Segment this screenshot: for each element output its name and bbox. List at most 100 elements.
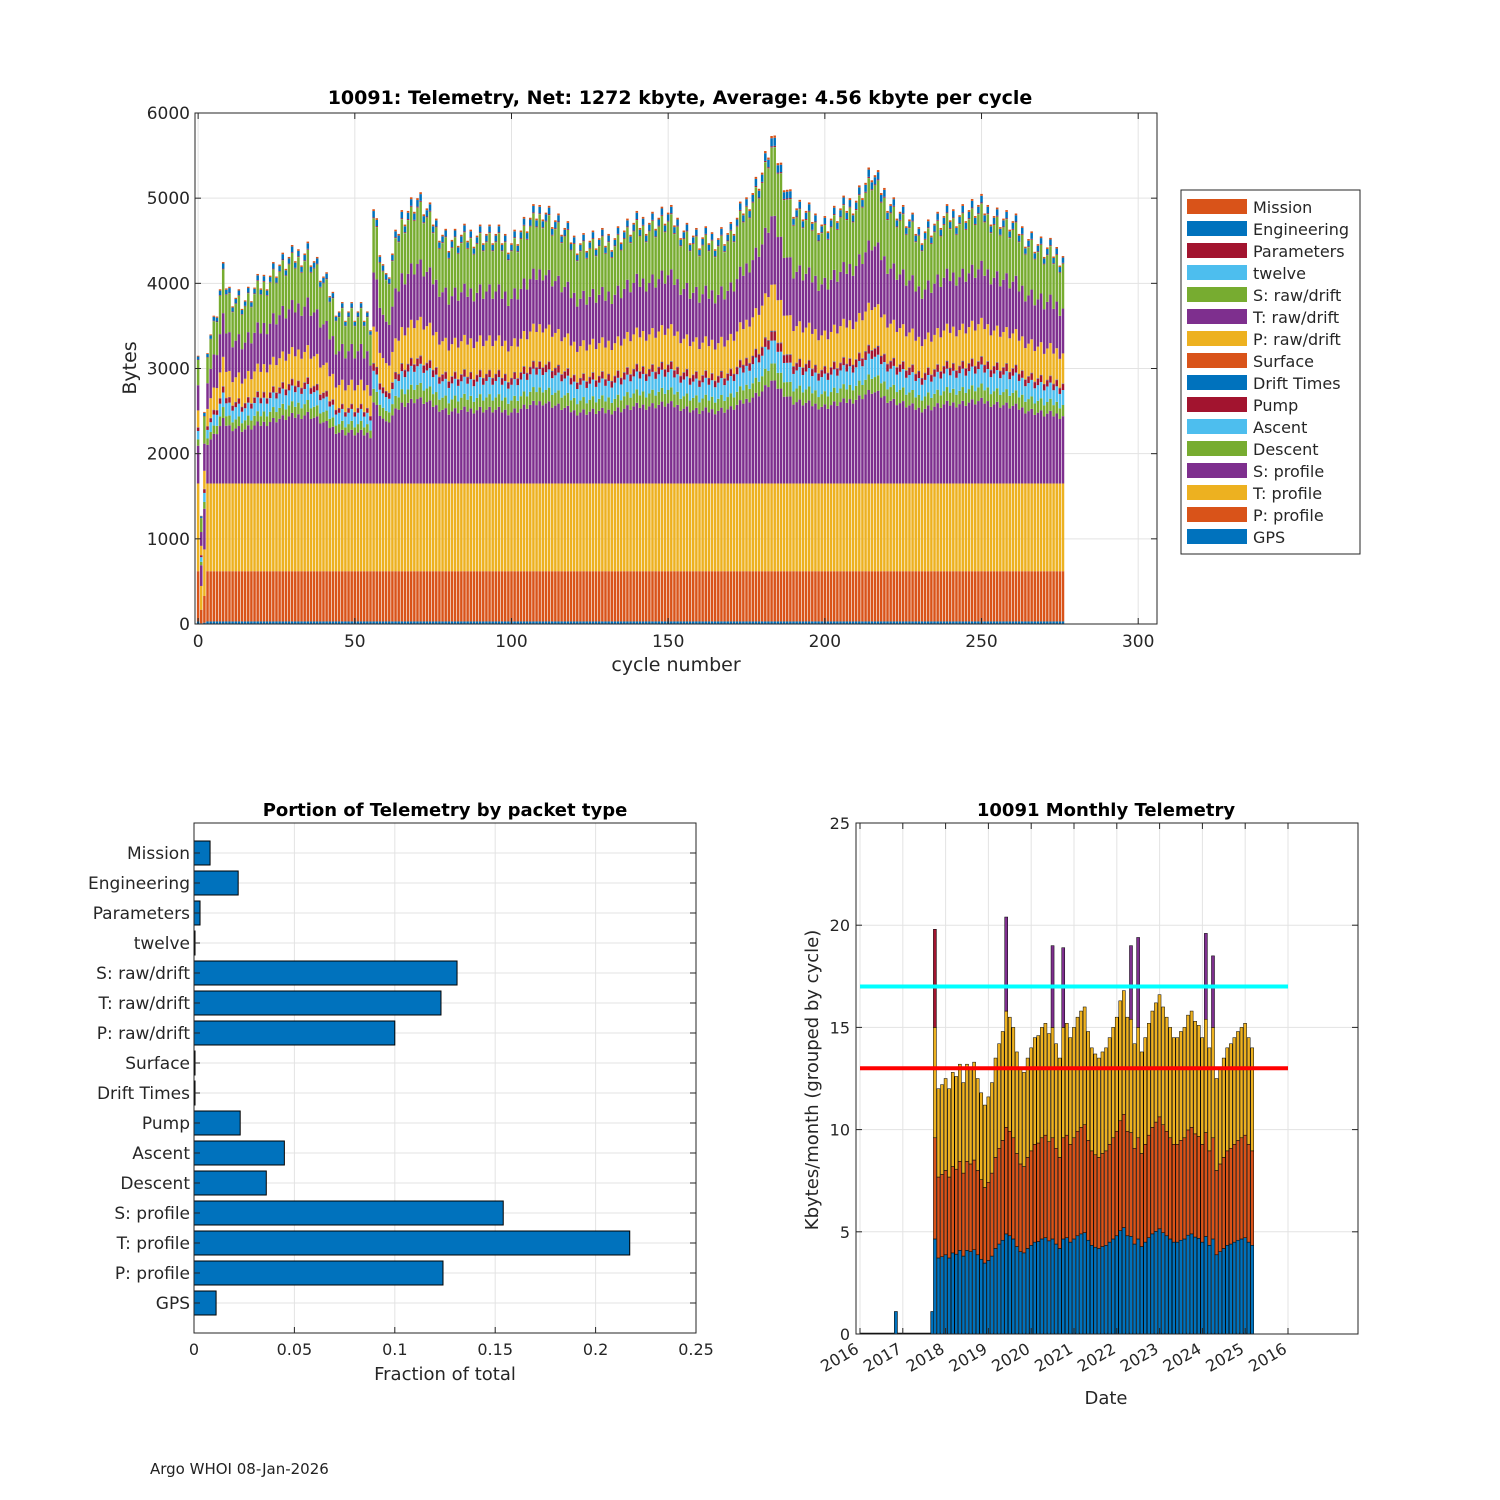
chart1-bar-segment [460,292,463,342]
chart1-bar-segment [641,483,645,572]
chart1-bar-segment [936,220,939,275]
chart1-bar-segment [930,571,933,622]
chart1-bar-segment [312,621,316,624]
chart1-bar-segment [999,394,1002,408]
chart1-bar-segment [406,210,410,213]
chart1-bar-segment [541,228,545,281]
chart1-bar-segment [306,411,310,484]
chart1-bar-segment [651,211,654,214]
chart1-bar-segment [550,227,554,229]
chart3-xtick-label: 2018 [903,1339,948,1376]
chart1-bar-segment [463,393,466,407]
chart1-bar-segment [945,400,949,484]
chart1-bar-segment [851,222,855,276]
chart1-bar-segment [898,211,902,214]
chart3-bar-segment [1207,1245,1212,1335]
chart1-bar-segment [651,621,654,624]
chart1-bar-segment [945,323,949,361]
chart1-bar-segment [350,343,353,380]
chart1-bar-segment [1058,621,1062,624]
chart1-bar-segment [541,392,545,406]
chart1-legend-swatch [1187,199,1247,214]
chart1-bar-segment [529,483,532,572]
chart1-bar-segment [503,374,507,381]
chart1-bar-segment [485,409,488,484]
chart1-bar-segment [209,339,212,369]
chart1-bar-segment [707,251,711,299]
chart1-bar-segment [691,381,695,398]
chart1-bar-segment [901,269,905,325]
chart1-bar-segment [356,621,360,624]
chart1-bar-segment [682,232,686,239]
chart1-bar-segment [309,483,313,572]
chart1-bar-segment [923,379,927,397]
chart1-bar-segment [281,571,284,622]
chart1-bar-segment [576,483,579,572]
chart1-bar-segment [654,378,657,396]
chart1-bar-segment [616,621,620,624]
chart1-bar-segment [666,328,670,365]
chart1-bar-segment [1017,409,1021,484]
chart1-bar-segment [1042,256,1046,259]
chart1-bar-segment [873,571,877,622]
chart1-bar-segment [519,396,523,409]
chart1-bar-segment [974,404,977,484]
chart1-bar-segment [776,342,780,344]
chart1-bar-segment [754,348,758,349]
chart1-bar-segment [842,262,845,319]
chart1-bar-segment [648,406,651,484]
chart1-bar-segment [623,621,626,624]
chart1-bar-segment [867,483,870,572]
chart1-bar-segment [309,621,313,624]
chart3-bar-segment [1211,1137,1215,1240]
chart1-bar-segment [538,206,541,214]
chart1-bar-segment [616,285,620,337]
chart1-bar-segment [908,332,911,368]
chart1-bar-segment [206,438,209,445]
chart3-ytick-label: 10 [830,1121,850,1140]
chart1-bar-segment [751,194,755,202]
chart1-bar-segment [572,621,576,624]
chart1-bar-segment [594,402,598,414]
chart1-bar-segment [804,220,808,274]
chart1-bar-segment [218,483,222,572]
chart1-bar-segment [281,254,284,260]
chart1-bar-segment [748,326,751,363]
chart1-bar-segment [867,344,870,345]
chart1-bar-segment [792,278,795,331]
chart1-legend-label: S: raw/drift [1253,286,1341,305]
chart1-legend-swatch [1187,331,1247,346]
chart1-bar-segment [701,238,704,245]
chart1-bar-segment [983,222,986,276]
chart1-bar-segment [218,403,222,417]
chart1-bar-segment [876,375,880,391]
chart1-bar-segment [243,301,247,306]
chart1-bar-segment [820,621,823,624]
chart2-bar [193,1200,504,1226]
chart3-bar-segment [1093,1246,1098,1335]
chart1-bar-segment [431,571,435,622]
chart1-bar-segment [635,483,639,572]
chart1-bar-segment [281,259,284,261]
chart1-bar-segment [391,306,394,352]
chart1-bar-segment [431,226,435,233]
chart1-bar-segment [767,159,770,168]
chart1-bar-segment [870,350,874,359]
chart1-bar-segment [945,571,949,622]
chart1-bar-segment [832,207,836,215]
chart1-bar-segment [1052,571,1055,622]
chart1-bar-segment [685,222,689,225]
chart1-bar-segment [532,361,535,369]
chart1-bar-segment [936,274,939,329]
chart1-bar-segment [999,371,1002,379]
chart1-bar-segment [817,234,820,241]
chart1-bar-segment [729,571,733,622]
chart1-bar-segment [798,571,802,622]
chart1-bar-segment [240,423,244,432]
chart1-bar-segment [582,397,585,410]
chart1-bar-segment [723,412,726,484]
chart1-bar-segment [513,229,516,232]
chart1-bar-segment [811,621,814,624]
chart1-bar-segment [983,329,986,365]
chart1-bar-segment [550,378,554,395]
